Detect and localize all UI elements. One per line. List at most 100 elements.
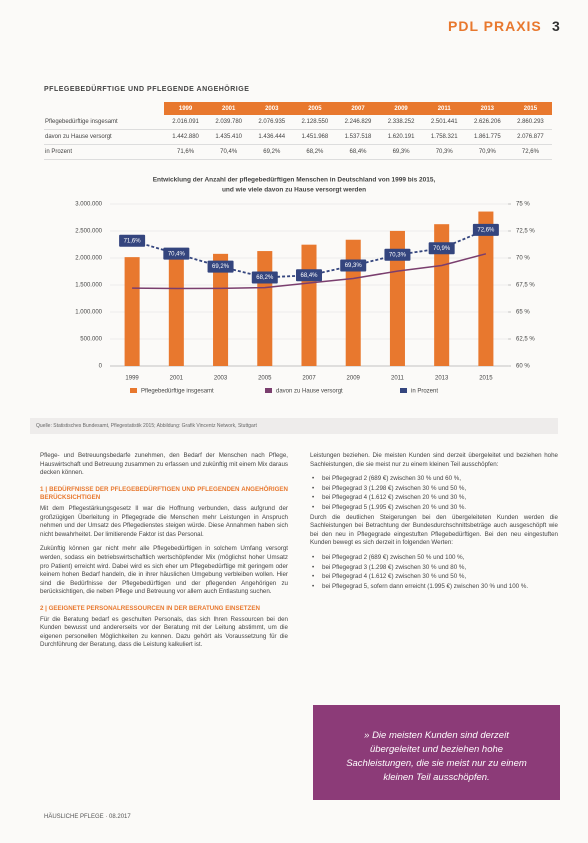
y2-tick-label: 67,5 % <box>516 283 535 289</box>
cell: 1.442.880 <box>164 129 208 145</box>
cell: 2.076.935 <box>250 115 294 130</box>
heading: 1 | BEDÜRFNISSE DER PFLEGEBEDÜRFTIGEN UN… <box>40 485 288 502</box>
year-header: 2007 <box>336 102 380 115</box>
paragraph: Zukünftig können gar nicht mehr alle Pfl… <box>40 545 288 596</box>
x-tick-label: 2015 <box>479 376 493 382</box>
bar <box>478 211 494 366</box>
row-label: Pflegebedürftige insgesamt <box>44 115 164 130</box>
y2-tick-label: 65 % <box>516 310 530 316</box>
cell: 2.039.780 <box>207 115 251 130</box>
year-header: 2013 <box>465 102 509 115</box>
chart-subtitle: und wie viele davon zu Hause versorgt we… <box>222 187 366 194</box>
legend-label: davon zu Hause versorgt <box>276 389 343 395</box>
data-label-box <box>163 247 190 260</box>
paragraph: Mit dem Pflegestärkungsgesetz II war die… <box>40 504 288 538</box>
x-tick-label: 2011 <box>391 376 405 382</box>
year-header: 2009 <box>379 102 423 115</box>
bar <box>301 244 317 366</box>
legend-swatch <box>265 388 272 393</box>
cell: 2.016.091 <box>164 115 208 130</box>
cell: 70,4% <box>207 144 251 160</box>
heading: 2 | GEEIGNETE PERSONALRESSOURCEN IN DER … <box>40 604 260 612</box>
page-number: 3 <box>552 18 561 34</box>
list-item: bei Pflegegrad 4 (1.612 €) zwischen 20 %… <box>310 494 558 503</box>
bar <box>345 239 361 366</box>
y2-tick-label: 60 % <box>516 364 530 370</box>
cell: 70,9% <box>465 144 509 160</box>
cell: 2.246.829 <box>336 115 380 130</box>
cell: 70,3% <box>422 144 466 160</box>
legend-swatch <box>400 388 407 393</box>
list-item: bei Pflegegrad 5, sofern dann erreicht (… <box>310 583 558 592</box>
x-tick-label: 1999 <box>125 376 139 382</box>
list-item: bei Pflegegrad 2 (689 €) zwischen 30 % u… <box>310 475 558 484</box>
bar <box>257 251 273 366</box>
legend-swatch <box>130 388 137 393</box>
row-label: davon zu Hause versorgt <box>44 129 164 145</box>
list-item: bei Pflegegrad 3 (1.298 €) zwischen 30 %… <box>310 564 558 573</box>
text-column: Pflege- und Betreuungsbedarfe zunehmen, … <box>40 452 288 656</box>
data-label: 72,6% <box>477 227 495 233</box>
year-header: 1999 <box>164 102 208 115</box>
chart-title: Entwicklung der Anzahl der pflegebedürft… <box>153 177 436 184</box>
cell: 71,6% <box>164 144 208 160</box>
bar <box>213 253 229 366</box>
cell: 2.338.252 <box>379 115 423 130</box>
corner <box>44 102 164 115</box>
table-row: davon zu Hause versorgt 1.442.880 1.435.41… <box>44 129 552 145</box>
x-tick-label: 2013 <box>435 376 449 382</box>
cell: 1.620.191 <box>379 129 423 145</box>
year-header: 2015 <box>508 102 552 115</box>
data-label-box <box>472 223 499 236</box>
section-label: PDL PRAXIS <box>448 18 542 34</box>
y-tick-label: 2.500.000 <box>75 229 102 235</box>
year-header: 2005 <box>293 102 337 115</box>
paragraph: Für die Beratung bedarf es geschulten Pe… <box>40 615 288 649</box>
data-label: 70,9% <box>433 246 451 252</box>
data-label: 68,2% <box>256 275 274 281</box>
cell: 68,4% <box>336 144 380 160</box>
text-column: Leistungen beziehen. Die meisten Kunden … <box>310 452 558 592</box>
section-title: PFLEGEBEDÜRFTIGE UND PFLEGENDE ANGEHÖRIG… <box>44 86 250 93</box>
y2-tick-label: 75 % <box>516 202 530 208</box>
cell: 1.758.321 <box>422 129 466 145</box>
cell: 2.626.206 <box>465 115 509 130</box>
data-label-box <box>296 269 322 282</box>
y2-tick-label: 62,5 % <box>516 337 535 343</box>
table-body: Pflegebedürftige insgesamt 2.016.091 2.039… <box>44 115 552 160</box>
bar <box>434 224 450 366</box>
footer: HÄUSLICHE PFLEGE · 08.2017 <box>44 814 131 820</box>
data-label: 70,4% <box>168 251 186 257</box>
list-item: bei Pflegegrad 3 (1.298 €) zwischen 30 %… <box>310 485 558 494</box>
cell: 1.435.410 <box>207 129 251 145</box>
x-tick-label: 2007 <box>302 376 316 382</box>
year-header: 2011 <box>422 102 466 115</box>
legend-label: Pflegebedürftige insgesamt <box>141 389 214 395</box>
y2-tick-label: 70 % <box>516 256 530 262</box>
data-label-box <box>384 248 411 261</box>
data-label: 69,3% <box>345 263 363 269</box>
cell: 69,2% <box>250 144 294 160</box>
cell: 1.451.968 <box>293 129 337 145</box>
cell: 1.861.775 <box>465 129 509 145</box>
data-label: 68,4% <box>300 273 318 279</box>
table-row: in Prozent 71,6% 70,4% 69,2% 68,2% 68,4% 69,3%… <box>44 144 552 160</box>
cell: 68,2% <box>293 144 337 160</box>
chart: Entwicklung der Anzahl der pflegebedürft… <box>75 177 535 395</box>
data-table: 1999 2001 2003 2005 2007 2009 2011 2013 2015 Pfle… <box>44 102 552 160</box>
cell: 2.501.441 <box>422 115 466 130</box>
x-tick-label: 2003 <box>214 376 228 382</box>
list-item: bei Pflegegrad 2 (689 €) zwischen 50 % u… <box>310 554 558 563</box>
cell: 69,3% <box>379 144 423 160</box>
paragraph: Durch die deutlichen Steigerungen bei de… <box>310 513 558 547</box>
paragraph: Leistungen beziehen. Die meisten Kunden … <box>310 452 558 468</box>
row-label: in Prozent <box>44 144 164 160</box>
bar <box>168 255 184 366</box>
source: Quelle: Statistisches Bundesamt, Pfleges… <box>30 418 558 434</box>
table-row: Pflegebedürftige insgesamt 2.016.091 2.039… <box>44 115 552 130</box>
y2-tick-label: 72,5 % <box>516 229 535 235</box>
bar <box>124 257 140 366</box>
list-item: bei Pflegegrad 4 (1.612 €) zwischen 30 %… <box>310 573 558 582</box>
data-label: 70,3% <box>389 252 407 258</box>
